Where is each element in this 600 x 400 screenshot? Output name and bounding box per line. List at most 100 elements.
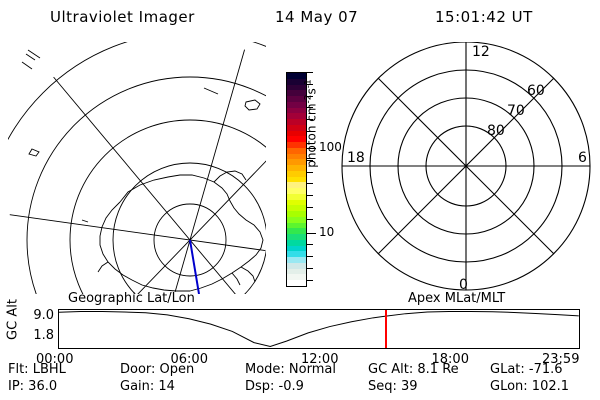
colorbar-minor-tick-8 <box>307 183 313 185</box>
lat-ring-70 <box>112 162 266 294</box>
spacecraft-ground-track <box>189 239 200 294</box>
status-panel: Flt: LBHL Door: Open Mode: Normal GC Alt: 8… <box>0 362 600 400</box>
colorbar-band-9 <box>287 124 306 131</box>
colorbar-band-28 <box>287 234 306 240</box>
colorbar-band-17 <box>287 170 306 177</box>
lat-ring-50 <box>26 76 266 294</box>
time-tick-0600: 06:00 <box>170 352 208 367</box>
time-tick-1200: 12:00 <box>301 352 339 367</box>
status-mode: Mode: Normal <box>245 362 336 377</box>
colorbar-band-11 <box>287 136 306 142</box>
colorbar-band-12 <box>287 142 306 148</box>
colorbar-major-tick-0 <box>307 147 316 149</box>
colorbar-minor-tick-14 <box>307 267 313 269</box>
colorbar-unit-mid: s <box>304 88 319 95</box>
colorbar-unit-exp1: -2 <box>303 94 314 104</box>
colorbar-band-1 <box>287 78 306 85</box>
strip-caption-mlt: Apex MLat/MLT <box>408 291 506 306</box>
mlt-label-18: 18 <box>347 150 365 166</box>
colorbar-minor-tick-10 <box>307 206 313 208</box>
colorbar-band-8 <box>287 119 306 125</box>
alt-axis-min-label: 1.8 <box>33 328 54 343</box>
colorbar-minor-tick-0 <box>307 72 313 73</box>
mlt-label-12: 12 <box>472 44 490 60</box>
colorbar-band-13 <box>287 147 306 154</box>
status-door: Door: Open <box>120 362 195 377</box>
colorbar-band-29 <box>287 239 306 246</box>
colorbar-band-35 <box>287 274 306 280</box>
colorbar-band-16 <box>287 165 306 171</box>
colorbar-band-31 <box>287 251 306 257</box>
colorbar-band-4 <box>287 96 306 102</box>
colorbar-minor-tick-13 <box>307 256 313 258</box>
colorbar-band-18 <box>287 176 306 183</box>
colorbar-minor-tick-12 <box>307 244 313 246</box>
colorbar-band-34 <box>287 268 306 275</box>
colorbar-band-10 <box>287 130 306 137</box>
colorbar-major-tick-1 <box>307 232 316 234</box>
orbit-altitude-strip[interactable]: Geographic Lat/Lon Apex MLat/MLT 9.0 1.8… <box>0 291 600 367</box>
colorbar-unit-main: photon cm <box>304 103 319 168</box>
current-time-marker <box>384 310 387 348</box>
colorbar-minor-tick-1 <box>307 83 313 85</box>
status-dsp: Dsp: -0.9 <box>245 379 304 394</box>
colorbar-band-32 <box>287 257 306 263</box>
intensity-colorbar[interactable]: 100 10 photon cm-2s-1 <box>262 60 342 300</box>
time-tick-0000: 00:00 <box>36 352 74 367</box>
colorbar-minor-tick-4 <box>307 119 313 121</box>
colorbar-band-36 <box>287 280 306 286</box>
meridian-90 <box>9 214 266 252</box>
colorbar-axis-label: photon cm-2s-1 <box>304 59 319 189</box>
colorbar-band-24 <box>287 211 306 217</box>
mlat-label-60: 60 <box>527 83 545 99</box>
mlat-label-80: 80 <box>487 123 505 139</box>
lat-ring-80 <box>153 203 227 277</box>
status-seq: Seq: 39 <box>368 379 418 394</box>
colorbar-band-25 <box>287 216 306 223</box>
status-gc-alt: GC Alt: 8.1 Re <box>368 362 459 377</box>
lat-ring-60 <box>69 119 266 294</box>
colorbar-minor-tick-15 <box>307 279 313 281</box>
colorbar-band-22 <box>287 199 306 206</box>
observation-date: 14 May 07 <box>275 8 359 26</box>
colorbar-band-6 <box>287 107 306 114</box>
mlt-label-0: 0 <box>459 277 468 293</box>
coastline-antarctica <box>97 170 264 292</box>
colorbar-band-26 <box>287 222 306 229</box>
colorbar-gradient <box>287 73 306 286</box>
colorbar-band-27 <box>287 228 306 234</box>
orbit-altitude-curve <box>59 310 579 348</box>
observation-time: 15:01:42 UT <box>435 8 533 26</box>
strip-caption-geographic: Geographic Lat/Lon <box>68 291 195 306</box>
meridian-135 <box>53 76 266 294</box>
colorbar-band-5 <box>287 101 306 108</box>
status-gain: Gain: 14 <box>120 379 175 394</box>
status-ip: IP: 36.0 <box>8 379 58 394</box>
meridian-0 <box>174 49 246 293</box>
alt-axis-max-label: 9.0 <box>33 308 54 323</box>
alt-axis-title: GC Alt <box>5 299 21 340</box>
colorbar-band-30 <box>287 245 306 252</box>
lat-ring-40 <box>8 42 266 141</box>
status-row-top: Flt: LBHL Door: Open Mode: Normal GC Alt: 8… <box>0 362 600 379</box>
mlt-axis-diag-b <box>377 77 555 255</box>
status-glat: GLat: -71.6 <box>490 362 563 377</box>
colorbar-minor-tick-11 <box>307 218 313 220</box>
mlt-polar-plot[interactable]: 12 6 0 18 80 70 60 <box>335 42 597 294</box>
mlt-label-6: 6 <box>578 150 587 166</box>
time-tick-2359: 23:59 <box>542 352 580 367</box>
colorbar-band-14 <box>287 153 306 160</box>
colorbar-minor-tick-2 <box>307 95 313 97</box>
colorbar-band-21 <box>287 193 306 200</box>
colorbar-tick-label-10: 10 <box>319 224 335 239</box>
orbit-plot-box <box>58 309 580 349</box>
geographic-polar-plot[interactable] <box>8 42 266 294</box>
colorbar-minor-tick-7 <box>307 171 313 173</box>
status-glon: GLon: 102.1 <box>490 379 570 394</box>
status-row-bottom: IP: 36.0 Gain: 14 Dsp: -0.9 Seq: 39 GLon: 10… <box>0 379 600 396</box>
colorbar-band-0 <box>287 73 306 79</box>
colorbar-band-33 <box>287 262 306 269</box>
coastline-islands <box>21 49 261 223</box>
colorbar-minor-tick-5 <box>307 130 313 132</box>
